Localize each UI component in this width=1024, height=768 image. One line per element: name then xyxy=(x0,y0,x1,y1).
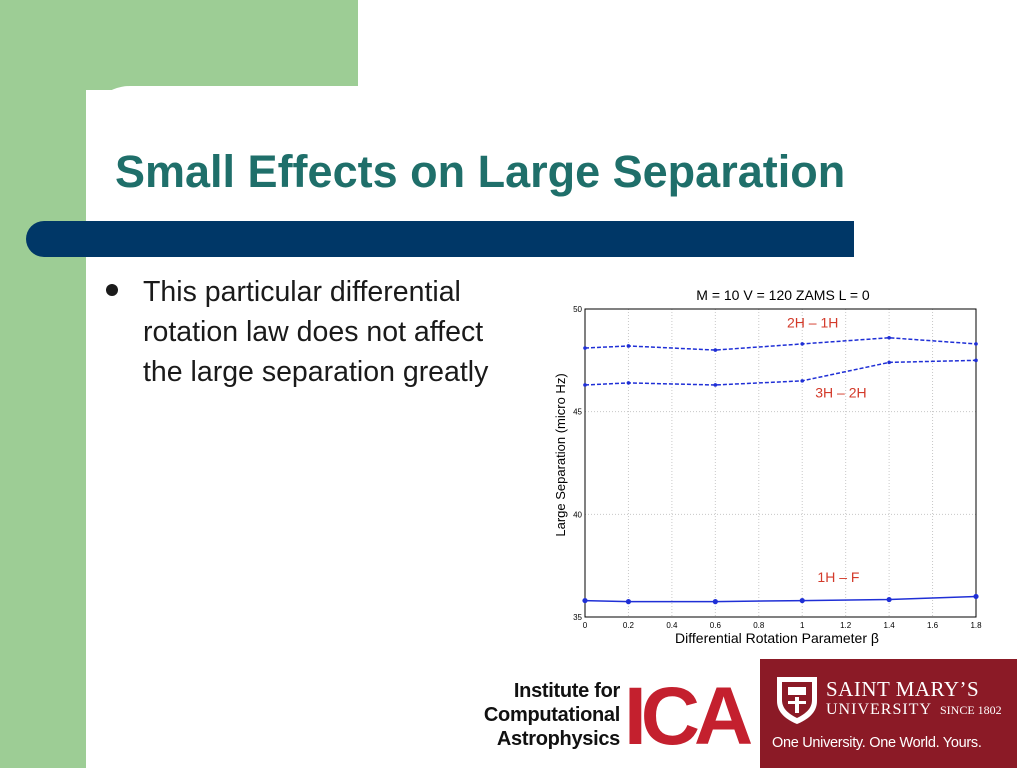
x-tick-label: 1.8 xyxy=(970,621,982,630)
data-point xyxy=(583,346,587,350)
series-line-1 xyxy=(584,359,977,386)
series-label-3h-2h: 3H – 2H xyxy=(815,384,866,400)
y-tick-label: 40 xyxy=(573,510,582,519)
data-point xyxy=(625,599,632,605)
data-point xyxy=(713,348,718,352)
bullet-text: This particular differential rotation la… xyxy=(143,276,489,388)
smu-since: SINCE 1802 xyxy=(940,703,1002,717)
data-point xyxy=(799,597,805,604)
ica-mark: ICA xyxy=(624,671,753,762)
data-point xyxy=(887,360,891,365)
slide-title: Small Effects on Large Separation xyxy=(115,146,846,197)
crest-icon xyxy=(777,677,817,724)
data-point xyxy=(974,342,978,346)
smu-university: UNIVERSITY xyxy=(826,701,932,718)
x-tick-label: 1.2 xyxy=(840,621,852,630)
data-point xyxy=(626,344,631,348)
smu-name: SAINT MARY’S xyxy=(826,677,980,701)
bullet-dot xyxy=(106,284,118,296)
data-point xyxy=(887,335,891,340)
x-tick-label: 1.6 xyxy=(927,621,939,630)
background-green-corner xyxy=(0,0,358,90)
x-tick-label: 0.8 xyxy=(753,621,765,630)
chart-title: M = 10 V = 120 ZAMS L = 0 xyxy=(696,287,870,303)
background-green-band xyxy=(0,0,86,768)
y-tick-label: 35 xyxy=(573,613,582,622)
chart: 0 0.2 0.4 0.6 0.8 1 1.2 1.4 1.6 1.8 35 40 45 50 M = 1… xyxy=(553,287,982,646)
ica-logo: Institute for Computational Astrophysics… xyxy=(458,671,756,762)
plot-frame xyxy=(584,308,977,618)
ica-line-3: Astrophysics xyxy=(496,728,620,750)
chart-series xyxy=(582,335,979,605)
title-rule-bar xyxy=(26,221,854,257)
ica-line-2: Computational xyxy=(483,704,620,726)
smu-tagline: One University. One World. Yours. xyxy=(772,735,982,751)
series-line-2 xyxy=(584,595,977,603)
data-point xyxy=(886,596,892,603)
ica-line-1: Institute for xyxy=(513,680,620,702)
x-tick-label: 1.4 xyxy=(884,621,896,630)
data-point xyxy=(800,379,805,383)
data-point xyxy=(713,383,718,387)
data-point xyxy=(583,383,587,387)
data-point xyxy=(626,381,631,385)
series-line-0 xyxy=(584,336,977,351)
data-point xyxy=(974,358,978,363)
data-point xyxy=(582,597,588,604)
chart-y-label: Large Separation (micro Hz) xyxy=(553,373,568,536)
chart-grid xyxy=(584,308,977,618)
y-tick-label: 50 xyxy=(573,305,582,314)
x-tick-label: 0.6 xyxy=(710,621,722,630)
x-tick-label: 1 xyxy=(800,621,805,630)
chart-ticks: 0 0.2 0.4 0.6 0.8 1 1.2 1.4 1.6 1.8 35 40 45 50 xyxy=(573,305,982,630)
smu-logo: SAINT MARY’S UNIVERSITY SINCE 1802 One U… xyxy=(760,659,1017,768)
ica-logo-text: Institute for Computational Astrophysics xyxy=(460,679,620,751)
content-area xyxy=(86,86,1024,768)
x-tick-label: 0 xyxy=(583,621,588,630)
chart-x-label: Differential Rotation Parameter β xyxy=(675,630,879,646)
series-label-2h-1h: 2H – 1H xyxy=(787,314,838,330)
x-tick-label: 0.2 xyxy=(623,621,635,630)
data-point xyxy=(800,342,805,346)
data-point xyxy=(712,599,718,605)
y-tick-label: 45 xyxy=(573,408,582,417)
data-point xyxy=(973,593,979,600)
series-label-1h-f: 1H – F xyxy=(817,569,859,585)
x-tick-label: 0.4 xyxy=(666,621,678,630)
